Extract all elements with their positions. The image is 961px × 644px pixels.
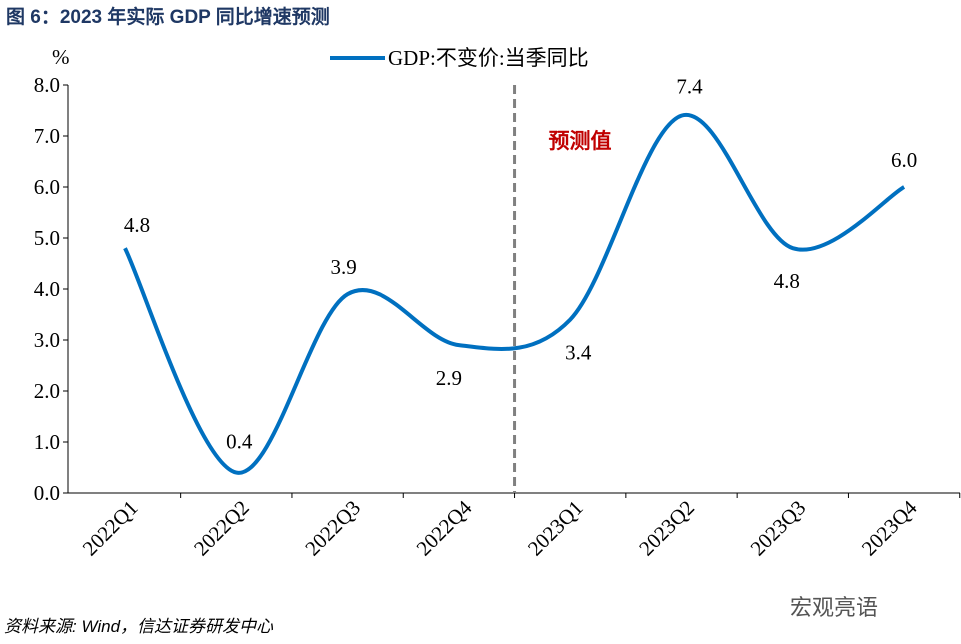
y-axis-label: % bbox=[52, 45, 70, 69]
x-tick-label: 2023Q3 bbox=[746, 496, 811, 561]
forecast-annotation: 预测值 bbox=[549, 129, 612, 153]
x-tick-label: 2022Q4 bbox=[412, 495, 477, 560]
y-tick-label: 7.0 bbox=[34, 124, 60, 148]
x-tick-label: 2022Q2 bbox=[189, 496, 254, 561]
data-label: 4.8 bbox=[124, 213, 150, 237]
data-label: 0.4 bbox=[226, 430, 253, 454]
y-tick-label: 0.0 bbox=[34, 481, 60, 505]
x-tick-label: 2022Q3 bbox=[300, 496, 365, 561]
x-tick-label: 2022Q1 bbox=[78, 496, 143, 561]
legend-label: GDP:不变价:当季同比 bbox=[388, 46, 589, 70]
source-note: 资料来源: Wind，信达证券研发中心 bbox=[4, 617, 274, 636]
y-tick-label: 6.0 bbox=[34, 175, 60, 199]
x-tick-label: 2023Q2 bbox=[634, 496, 699, 561]
data-label: 4.8 bbox=[774, 269, 800, 293]
y-tick-label: 1.0 bbox=[34, 430, 60, 454]
x-tick-label: 2023Q1 bbox=[523, 496, 588, 561]
data-label: 7.4 bbox=[676, 75, 703, 99]
data-label: 2.9 bbox=[436, 366, 462, 390]
x-tick-label: 2023Q4 bbox=[857, 495, 922, 560]
y-tick-label: 2.0 bbox=[34, 379, 60, 403]
watermark: 宏观亮语 bbox=[790, 595, 879, 620]
data-label: 6.0 bbox=[891, 148, 917, 172]
y-tick-label: 5.0 bbox=[34, 226, 60, 250]
series-line bbox=[123, 113, 906, 475]
y-tick-label: 3.0 bbox=[34, 328, 60, 352]
chart-title: 图 6：2023 年实际 GDP 同比增速预测 bbox=[6, 7, 330, 28]
data-label: 3.9 bbox=[330, 255, 356, 279]
y-tick-label: 4.0 bbox=[34, 277, 60, 301]
y-tick-label: 8.0 bbox=[34, 73, 60, 97]
data-label: 3.4 bbox=[565, 341, 592, 365]
